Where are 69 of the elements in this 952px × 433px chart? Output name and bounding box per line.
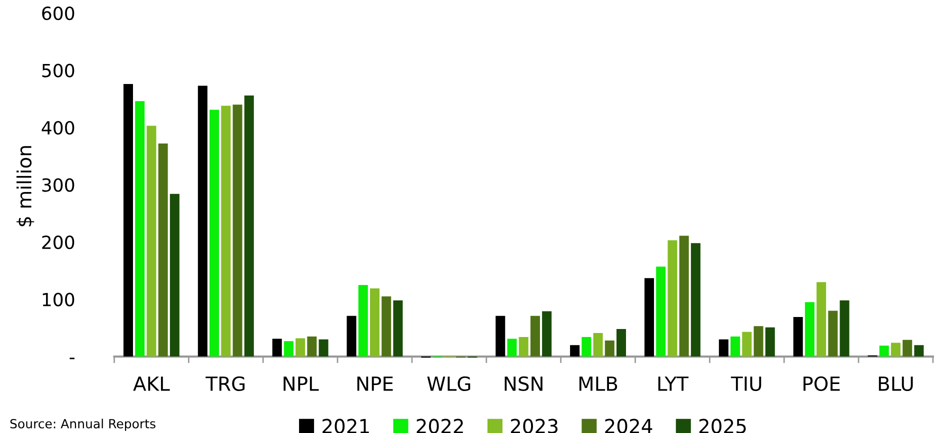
bar	[718, 339, 728, 357]
source-note: Source: Annual Reports	[10, 418, 156, 431]
bar	[370, 288, 380, 357]
x-tick-label: LYT	[658, 376, 689, 391]
bar	[358, 284, 368, 357]
x-tick-label: TIU	[730, 376, 762, 392]
bar	[146, 126, 156, 357]
bar	[593, 333, 603, 357]
y-tick-label: 400	[42, 120, 74, 135]
bar	[393, 300, 403, 357]
bar	[765, 327, 775, 357]
y-tick-label: 100	[42, 292, 74, 306]
bar	[170, 194, 180, 357]
bar	[382, 296, 392, 357]
bar	[668, 240, 678, 357]
bar	[754, 326, 764, 357]
bar	[816, 282, 826, 357]
y-tick-label: 500	[42, 64, 74, 78]
x-tick-label: TRG	[206, 376, 245, 392]
bar	[793, 317, 803, 357]
bar	[840, 300, 850, 357]
bar	[742, 332, 752, 357]
bar	[507, 338, 517, 357]
y-tick-label: 300	[42, 178, 74, 192]
bar	[582, 337, 592, 357]
x-tick-label: AKL	[133, 376, 170, 391]
bar	[307, 336, 317, 357]
bar	[272, 338, 282, 357]
bar	[690, 243, 700, 357]
bar	[656, 266, 666, 357]
bar	[135, 101, 145, 357]
bar	[902, 340, 912, 357]
x-tick-label: MLB	[579, 376, 618, 391]
bar	[318, 339, 328, 357]
bar	[644, 278, 654, 357]
bar	[730, 336, 740, 357]
bar	[158, 144, 168, 357]
bar	[804, 302, 814, 357]
bar	[542, 311, 552, 357]
x-tick-label: NSN	[504, 376, 542, 392]
bar	[496, 316, 506, 357]
x-tick-label: BLU	[878, 376, 913, 392]
x-tick-label: NPL	[284, 376, 319, 391]
y-tick-label: -	[70, 358, 74, 360]
bar	[284, 341, 294, 357]
bar	[244, 95, 254, 357]
bar	[828, 310, 838, 357]
x-tick-label: NPE	[357, 376, 393, 391]
bar	[518, 337, 528, 357]
bar	[879, 346, 889, 357]
bar	[232, 104, 242, 357]
bar	[890, 342, 901, 357]
bar	[570, 345, 580, 357]
bar	[679, 236, 689, 357]
bar	[914, 345, 924, 357]
bar	[198, 86, 208, 357]
bar	[530, 316, 540, 357]
x-tick-label: POE	[804, 376, 840, 392]
bar	[123, 84, 133, 357]
bar	[604, 340, 614, 357]
bar	[296, 338, 306, 357]
bar	[210, 110, 220, 357]
bar	[616, 329, 626, 357]
bar	[346, 316, 356, 357]
bar	[221, 106, 231, 357]
y-tick-label: 600	[42, 6, 74, 20]
y-axis-title: $ million	[16, 146, 34, 226]
x-tick-label: WLG	[427, 376, 470, 392]
y-tick-label: 200	[42, 235, 74, 250]
